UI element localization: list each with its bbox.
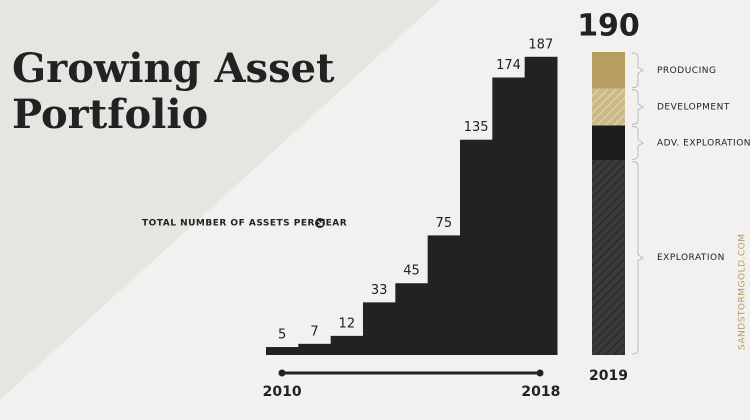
brace [631,125,644,160]
value-label: 33 [371,283,388,298]
bar [266,347,299,355]
arrow-icon [317,220,323,226]
title-line: Growing Asset [12,45,335,92]
stack-segment [592,88,625,126]
stack-segment [592,125,625,161]
bar [524,56,558,355]
x-tick-label: 2019 [589,368,628,384]
timeline-dot [278,369,286,377]
value-label: 174 [496,58,521,73]
x-tick-label: 2018 [521,384,560,400]
value-label: 45 [403,264,420,279]
timeline-dot [536,369,544,377]
background-triangle [0,0,440,400]
brace [631,160,644,355]
value-label: 7 [310,324,318,339]
bar [363,302,396,355]
stack-segment [592,52,625,89]
bar [330,335,364,355]
total-label: 190 [577,9,640,44]
bar [427,235,461,355]
legend-label: DEVELOPMENT [657,103,730,113]
legend-label: EXPLORATION [657,253,725,263]
value-label: 187 [528,37,553,52]
x-tick-label: 2010 [263,384,302,400]
bar [492,77,526,355]
bar [298,343,332,355]
bar [460,139,493,355]
value-label: 5 [278,328,286,343]
value-label: 135 [464,120,489,135]
legend-label: PRODUCING [657,66,716,76]
annotation: TOTAL NUMBER OF ASSETS PER YEAR [142,219,347,229]
bar [395,283,429,355]
title-line: Portfolio [12,91,208,138]
brace [631,89,644,125]
watermark: SANDSTORMGOLD.COM [738,233,748,350]
stack-segment [592,160,625,355]
value-label: 12 [339,316,356,331]
value-label: 75 [436,216,453,231]
brace [631,52,644,89]
legend-label: ADV. EXPLORATION [657,138,750,148]
